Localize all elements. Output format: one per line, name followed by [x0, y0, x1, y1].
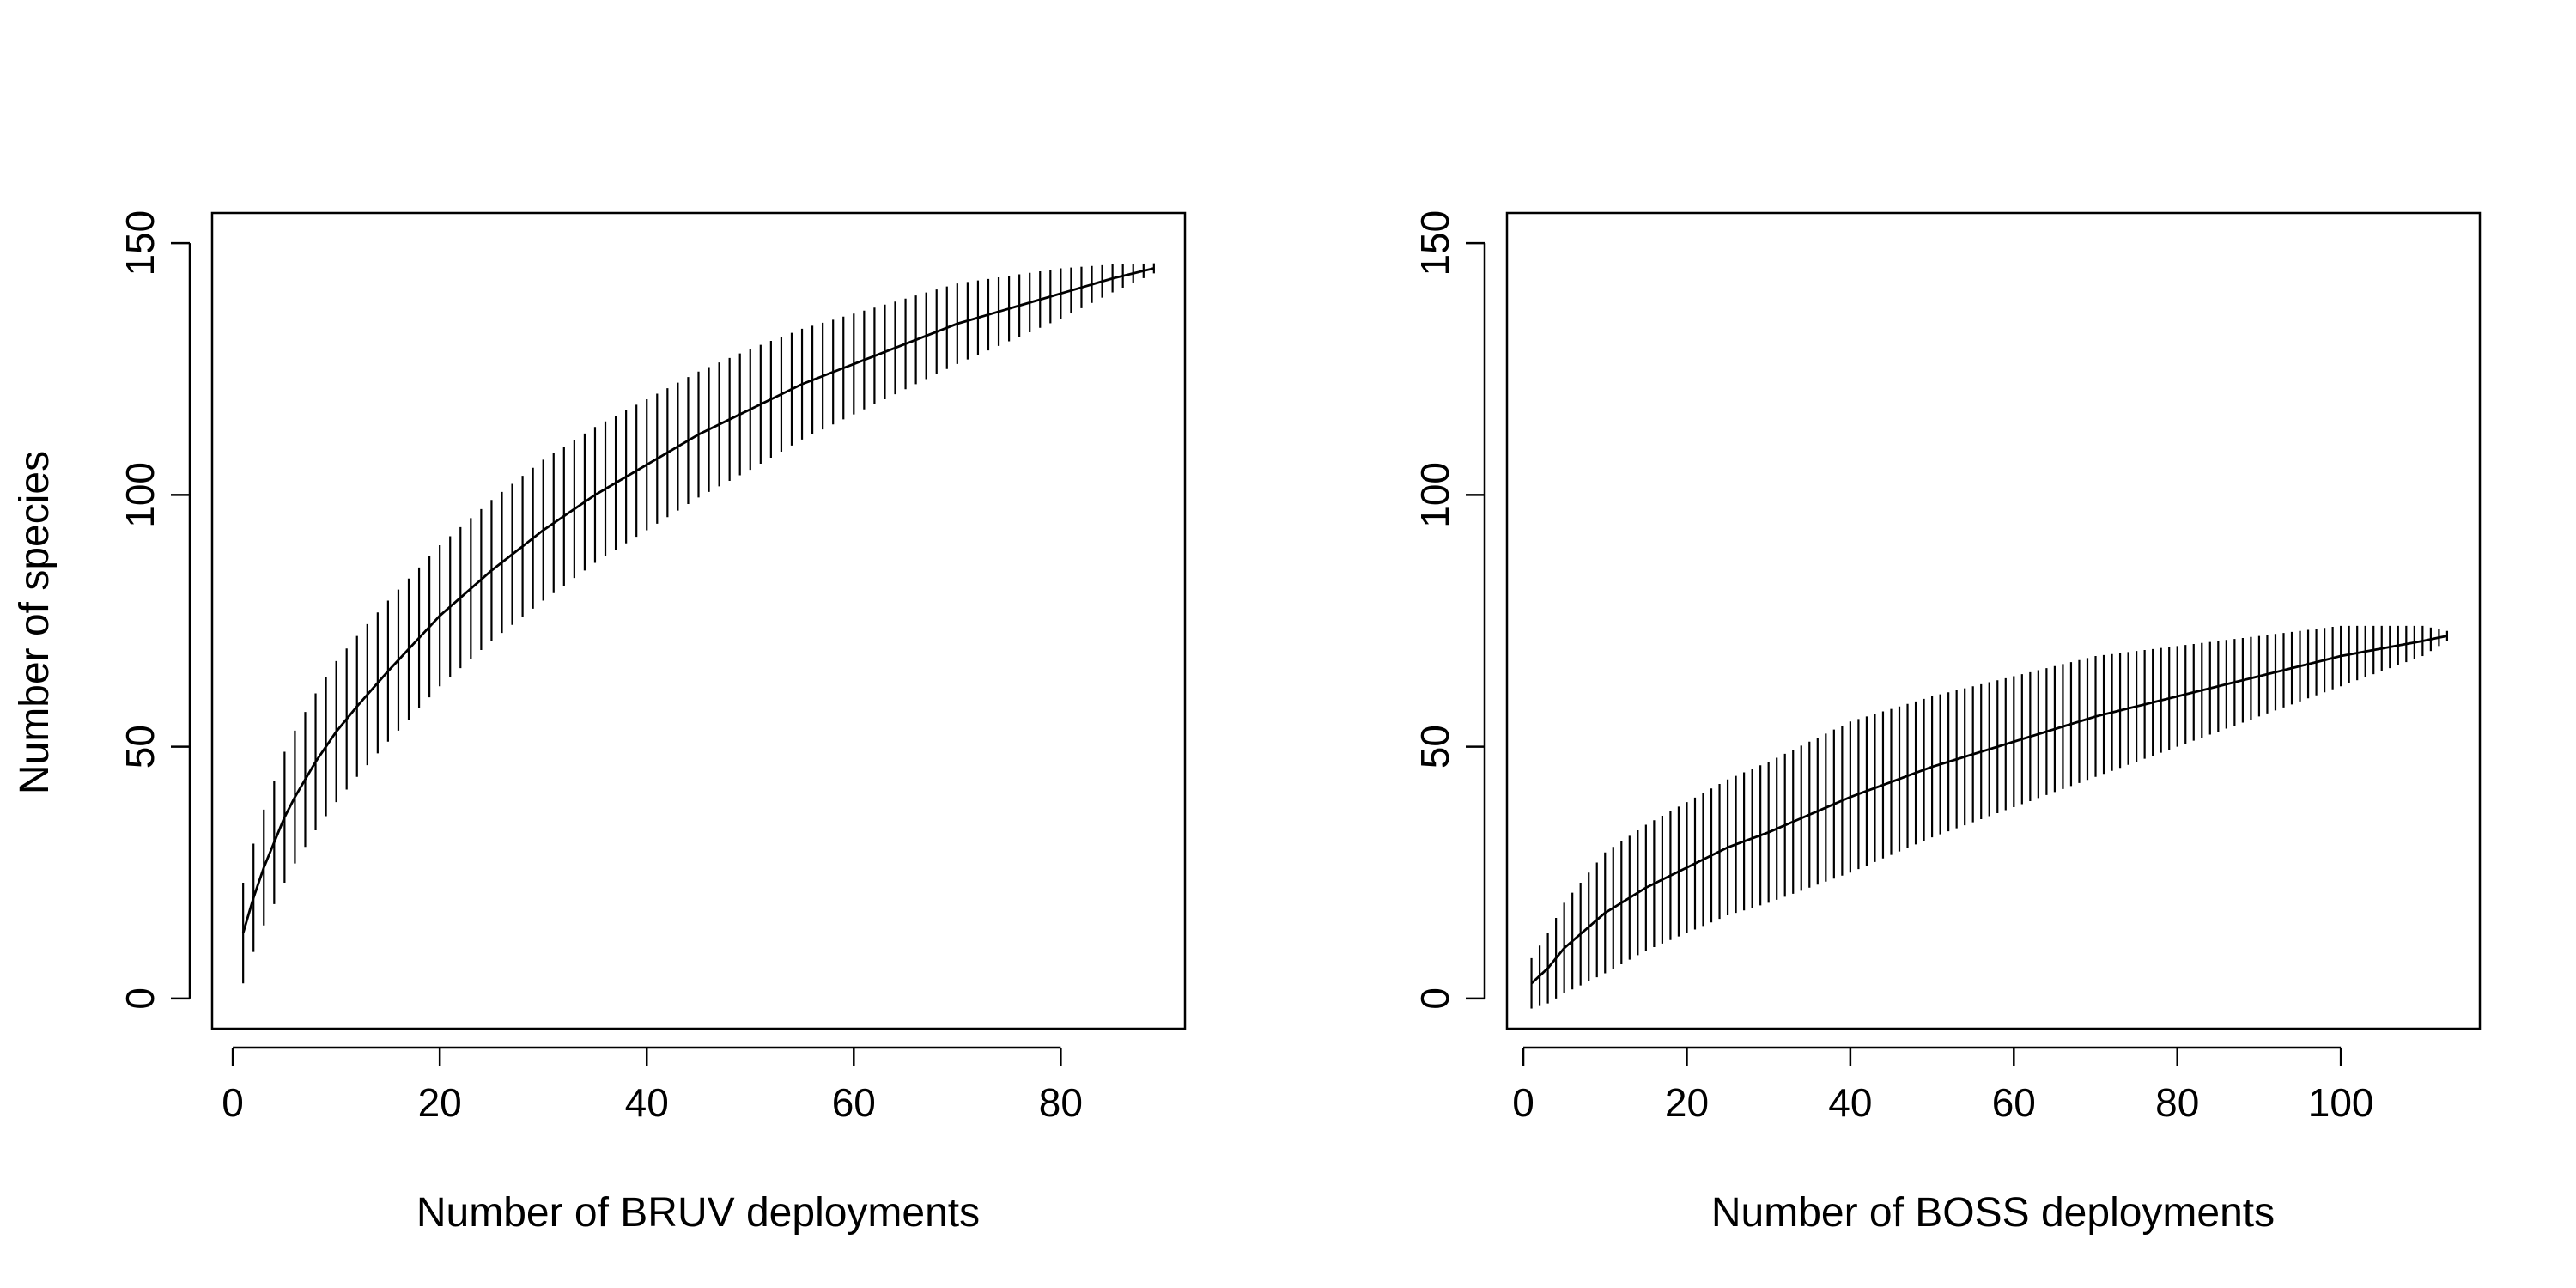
bruv-x-axis: 0 20 40 60 80	[222, 1046, 1083, 1125]
bruv-accumulation-chart: 0 20 40 60 80 0 50 100 150 Number of BRUV deplo…	[118, 210, 1187, 1236]
boss-x-tick-label: 60	[1992, 1080, 2036, 1125]
boss-y-tick-label: 0	[1413, 987, 1457, 1010]
bruv-plot-frame	[210, 211, 1187, 1030]
bruv-x-tick-label: 20	[418, 1080, 462, 1125]
bruv-x-axis-title: Number of BRUV deployments	[416, 1190, 980, 1236]
boss-x-tick-label: 100	[2308, 1080, 2374, 1125]
bruv-x-tick-label: 60	[832, 1080, 876, 1125]
bruv-x-tick-label: 40	[625, 1080, 669, 1125]
boss-curve	[1530, 635, 2448, 985]
boss-x-tick-label: 20	[1665, 1080, 1709, 1125]
boss-x-tick-label: 0	[1512, 1080, 1534, 1125]
boss-y-tick-label: 50	[1413, 725, 1457, 769]
boss-x-axis: 0 20 40 60 80 100	[1512, 1046, 2374, 1125]
bruv-y-tick-label: 0	[118, 987, 162, 1010]
boss-y-axis: 0 50 100 150	[1413, 210, 1486, 1010]
boss-x-axis-title: Number of BOSS deployments	[1711, 1190, 2275, 1236]
boss-accumulation-chart: 0 20 40 60 80 100 0 50 100 150 Number of BOSS de…	[1413, 210, 2482, 1236]
boss-x-tick-label: 80	[2155, 1080, 2199, 1125]
figure-y-axis-title: Number of species	[12, 451, 58, 794]
bruv-y-tick-label: 50	[118, 725, 162, 769]
boss-x-tick-label: 40	[1828, 1080, 1872, 1125]
boss-y-tick-label: 100	[1413, 462, 1457, 528]
bruv-x-tick-label: 0	[222, 1080, 244, 1125]
bruv-y-axis: 0 50 100 150	[118, 210, 191, 1010]
bruv-y-tick-label: 100	[118, 462, 162, 528]
bruv-x-tick-label: 80	[1039, 1080, 1083, 1125]
bruv-curve	[241, 267, 1155, 933]
boss-plot-frame	[1505, 211, 2482, 1030]
boss-mean-curve	[1530, 635, 2448, 985]
boss-error-bars	[1530, 625, 2449, 1009]
bruv-mean-curve	[241, 267, 1155, 933]
bruv-y-tick-label: 150	[118, 210, 162, 276]
boss-y-tick-label: 150	[1413, 210, 1457, 276]
